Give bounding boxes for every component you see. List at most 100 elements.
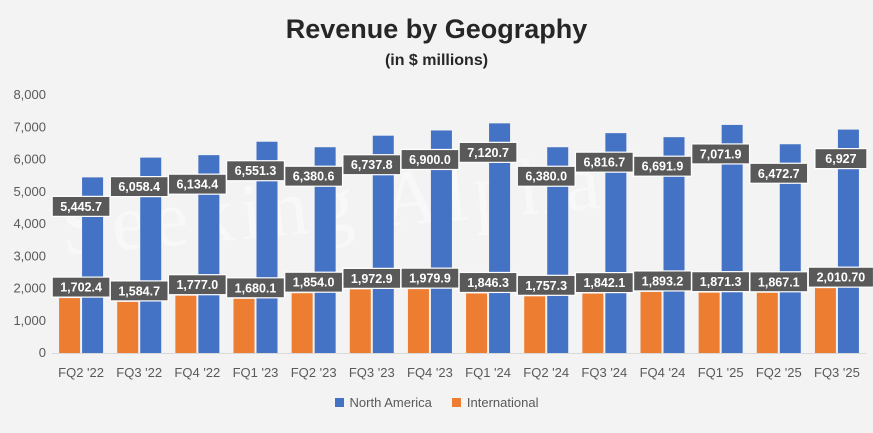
data-label-international: 1,871.3 <box>700 275 742 289</box>
x-tick-label: FQ3 '25 <box>814 365 860 380</box>
data-label-north-america: 6,134.4 <box>176 178 218 192</box>
data-label-north-america: 6,380.6 <box>293 170 335 184</box>
legend: North America International <box>0 395 873 410</box>
data-label-north-america-box <box>749 162 809 184</box>
x-tick-label: FQ2 '24 <box>523 365 569 380</box>
bar-north-america <box>837 129 859 353</box>
x-tick-label: FQ1 '23 <box>233 365 279 380</box>
data-label-international: 1,777.0 <box>176 278 218 292</box>
bar-north-america <box>140 157 162 353</box>
legend-label-international: International <box>466 395 539 410</box>
x-tick-label: FQ3 '22 <box>116 365 162 380</box>
legend-label-north-america: North America <box>349 395 432 410</box>
data-label-north-america: 7,120.7 <box>467 146 509 160</box>
data-label-international: 1,584.7 <box>118 284 160 298</box>
data-label-north-america-box <box>284 165 344 187</box>
x-tick-label: FQ4 '24 <box>640 365 686 380</box>
data-label-north-america-box <box>51 195 111 217</box>
x-tick-label: FQ4 '23 <box>407 365 453 380</box>
x-axis: FQ2 '22 FQ3 '22 FQ4 '22 FQ1 '23 FQ2 '23 FQ3 '… <box>52 353 866 380</box>
data-label-north-america: 6,900.0 <box>409 153 451 167</box>
bar-north-america <box>547 147 569 353</box>
bar-north-america <box>779 144 801 353</box>
x-tick-label: FQ4 '22 <box>174 365 220 380</box>
data-label-international: 2,010.70 <box>817 271 866 285</box>
data-label-international-box <box>807 266 873 288</box>
bar-north-america <box>430 130 452 353</box>
y-tick-label: 2,000 <box>13 281 46 296</box>
data-label-north-america: 6,551.3 <box>235 164 277 178</box>
data-label-north-america: 6,737.8 <box>351 158 393 172</box>
data-label-international: 1,854.0 <box>293 276 335 290</box>
y-tick-label: 7,000 <box>13 119 46 134</box>
bar-north-america <box>489 123 511 353</box>
bar-international <box>117 301 139 353</box>
data-label-north-america: 6,927 <box>825 152 856 166</box>
data-label-international: 1,979.9 <box>409 272 451 286</box>
data-label-north-america: 6,691.9 <box>642 160 684 174</box>
y-tick-label: 3,000 <box>13 248 46 263</box>
bar-international <box>698 292 720 353</box>
bar-international <box>349 289 371 353</box>
legend-swatch-north-america <box>334 398 344 407</box>
bar-international <box>59 298 81 353</box>
bar-international <box>466 293 488 353</box>
bar-international <box>756 292 778 353</box>
bar-north-america <box>605 133 627 353</box>
bars <box>59 123 859 353</box>
data-label-international: 1,846.3 <box>467 276 509 290</box>
data-label-international: 1,972.9 <box>351 272 393 286</box>
y-axis: 0 1,000 2,000 3,000 4,000 5,000 6,000 7,000 8,00… <box>13 87 46 360</box>
data-label-north-america: 6,058.4 <box>118 180 160 194</box>
bar-international <box>175 295 197 353</box>
x-tick-label: FQ3 '24 <box>581 365 627 380</box>
bar-international <box>407 289 429 353</box>
bar-north-america <box>663 137 685 353</box>
bar-north-america <box>721 124 743 353</box>
y-tick-label: 4,000 <box>13 216 46 231</box>
x-tick-label: FQ3 '23 <box>349 365 395 380</box>
legend-swatch-international <box>451 398 461 407</box>
data-label-international: 1,867.1 <box>758 275 800 289</box>
data-label-north-america-box <box>167 173 227 195</box>
data-label-international: 1,680.1 <box>235 281 277 295</box>
data-label-international: 1,893.2 <box>642 274 684 288</box>
x-tick-label: FQ1 '25 <box>698 365 744 380</box>
x-tick-label: FQ2 '23 <box>291 365 337 380</box>
data-label-international: 1,702.4 <box>60 281 102 295</box>
bar-international <box>814 288 836 353</box>
data-label-international-box <box>749 271 809 293</box>
data-label-international: 1,842.1 <box>583 276 625 290</box>
bar-international <box>524 296 546 353</box>
y-tick-label: 6,000 <box>13 152 46 167</box>
data-label-north-america: 6,472.7 <box>758 167 800 181</box>
legend-item-international: International <box>451 395 539 410</box>
bar-north-america <box>314 147 336 353</box>
chart-subtitle: (in $ millions) <box>384 52 489 69</box>
y-tick-label: 0 <box>39 345 46 360</box>
chart-title: Revenue by Geography <box>285 14 588 44</box>
data-label-north-america: 6,380.0 <box>525 170 567 184</box>
data-label-north-america-box <box>458 141 518 163</box>
bar-north-america <box>82 177 104 353</box>
data-label-international: 1,757.3 <box>525 279 567 293</box>
y-tick-label: 1,000 <box>13 313 46 328</box>
data-label-north-america-box <box>814 148 868 170</box>
bar-north-america <box>256 141 278 353</box>
data-label-north-america-box <box>516 165 576 187</box>
legend-item-north-america: North America <box>334 395 432 410</box>
data-label-north-america-box <box>632 155 692 177</box>
bar-north-america <box>372 135 394 353</box>
data-label-north-america: 5,445.7 <box>60 200 102 214</box>
data-label-north-america: 6,816.7 <box>583 156 625 170</box>
bar-international <box>233 298 255 353</box>
bar-international <box>582 293 604 353</box>
bar-north-america <box>198 155 220 353</box>
x-tick-label: FQ1 '24 <box>465 365 511 380</box>
bar-international <box>291 293 313 353</box>
y-tick-label: 5,000 <box>13 184 46 199</box>
x-tick-label: FQ2 '22 <box>58 365 104 380</box>
y-tick-label: 8,000 <box>13 87 46 102</box>
